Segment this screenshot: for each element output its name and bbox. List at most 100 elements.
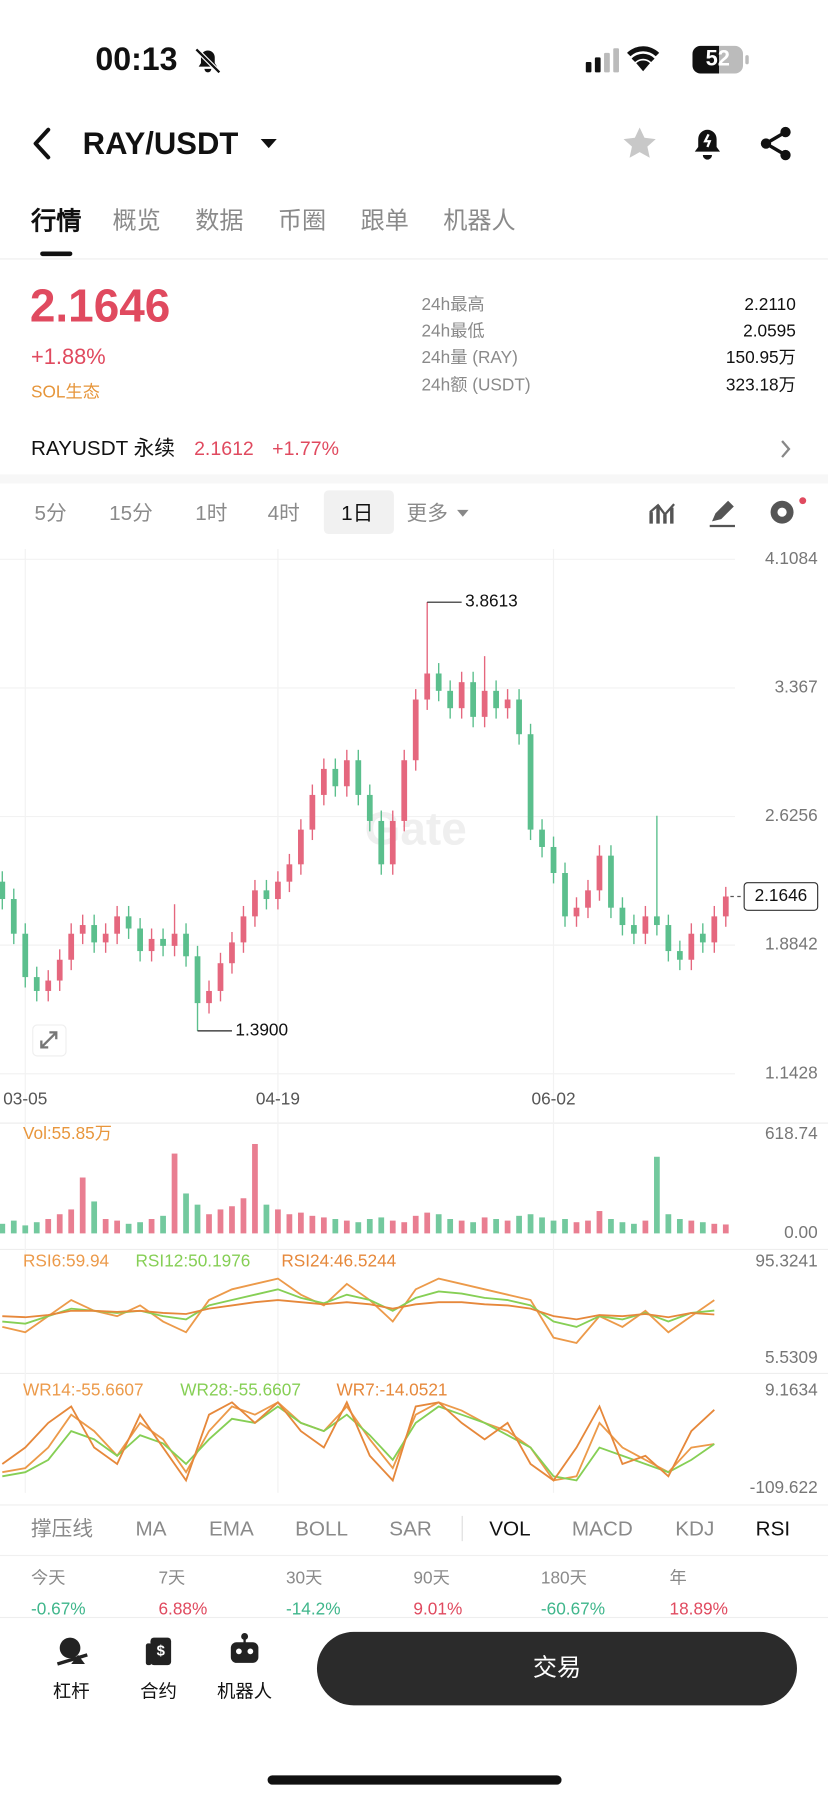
tab[interactable]: 数据 xyxy=(195,207,244,235)
tab-underline xyxy=(40,251,73,257)
candle-body xyxy=(114,916,121,934)
legend-entry: RSI12:50.1976 xyxy=(136,1251,251,1271)
indicator-tab[interactable]: BOLL xyxy=(295,1517,349,1541)
bottom-button[interactable]: 机器人 xyxy=(217,1682,273,1702)
candle-body xyxy=(183,933,189,957)
bot-icon[interactable] xyxy=(227,1632,261,1669)
volume-bar xyxy=(608,1219,614,1234)
volume-bar xyxy=(516,1215,522,1234)
candle-body xyxy=(631,925,637,934)
volume-bar xyxy=(56,1214,63,1234)
indicator-tab[interactable]: EMA xyxy=(209,1517,254,1541)
indicator-icon[interactable] xyxy=(648,498,678,528)
candle-body xyxy=(527,734,534,830)
time: 00:13 xyxy=(95,41,178,77)
candle-body xyxy=(217,963,224,991)
candle-body xyxy=(389,820,396,865)
candle-body xyxy=(470,682,477,717)
volume-bar xyxy=(493,1219,499,1234)
leverage-icon[interactable] xyxy=(55,1634,89,1668)
volume-bar xyxy=(183,1193,189,1234)
trade-button[interactable]: 交易 xyxy=(316,1631,797,1706)
pair-title[interactable]: RAY/USDT xyxy=(82,126,239,161)
share[interactable] xyxy=(759,125,793,162)
candle-body xyxy=(298,829,304,865)
volume-bar xyxy=(722,1224,729,1234)
legend-entry: RSI24:46.5244 xyxy=(281,1251,396,1271)
sector-tag[interactable]: SOL生态 xyxy=(31,382,100,402)
candle-body xyxy=(596,855,603,891)
indicator-tab[interactable]: MACD xyxy=(571,1517,633,1541)
interval[interactable]: 1时 xyxy=(195,501,228,525)
draw-icon[interactable] xyxy=(707,498,737,528)
interval[interactable]: 更多 xyxy=(406,501,448,525)
tab[interactable]: 币圈 xyxy=(277,207,327,235)
candle-body xyxy=(424,673,431,700)
tab[interactable]: 概览 xyxy=(112,207,161,235)
high-marker-label: 3.8613 xyxy=(465,591,518,611)
volume-bar xyxy=(412,1215,419,1234)
indicator-tab[interactable]: KDJ xyxy=(675,1517,715,1541)
volume-bar xyxy=(676,1219,683,1234)
bottom-button[interactable]: 杠杆 xyxy=(52,1682,90,1702)
interval[interactable]: 4时 xyxy=(267,501,300,525)
volume-bar xyxy=(699,1222,706,1234)
back-button[interactable] xyxy=(28,126,58,160)
volume-bar xyxy=(91,1201,98,1234)
interval[interactable]: 1日 xyxy=(341,501,374,525)
candle-body xyxy=(711,916,718,943)
last-price: 2.1646 xyxy=(29,281,171,332)
candle-body xyxy=(608,855,614,908)
candle-body xyxy=(619,907,626,926)
volume-bar xyxy=(562,1219,568,1234)
perf-period: 30天 xyxy=(285,1568,323,1589)
perf-change: -60.67% xyxy=(540,1599,606,1620)
pair-dropdown[interactable] xyxy=(260,137,278,151)
bottom-button[interactable]: 合约 xyxy=(140,1682,177,1702)
interval[interactable]: 15分 xyxy=(109,501,153,525)
indicator-line xyxy=(2,1288,715,1328)
perp-chevron[interactable] xyxy=(779,439,793,460)
volume-label: Vol:55.85万 xyxy=(23,1123,112,1143)
volume-bar xyxy=(286,1214,293,1234)
indicator-tab[interactable]: MA xyxy=(135,1517,167,1541)
legend-entry: WR14:-55.6607 xyxy=(23,1379,144,1399)
perf-change: -14.2% xyxy=(285,1599,341,1620)
tab[interactable]: 机器人 xyxy=(443,207,516,235)
volume-bar xyxy=(10,1220,17,1234)
indicator-tab[interactable]: 撑压线 xyxy=(31,1517,94,1541)
candle-body xyxy=(378,820,385,865)
legend-entry: WR7:-14.0521 xyxy=(336,1379,447,1399)
indicator-tab[interactable]: SAR xyxy=(389,1517,432,1541)
perf-period: 7天 xyxy=(158,1568,186,1589)
favorite-star[interactable] xyxy=(621,125,658,162)
divider xyxy=(0,1554,828,1557)
perp-name[interactable]: RAYUSDT 永续 xyxy=(31,436,175,460)
y-tick-label: 3.367 xyxy=(775,676,818,696)
volume-bar xyxy=(481,1217,488,1234)
perf-period: 年 xyxy=(669,1568,687,1589)
indicator-tab[interactable]: RSI xyxy=(755,1517,791,1541)
expand-button[interactable] xyxy=(32,1024,67,1057)
candle-body xyxy=(102,933,109,943)
tab[interactable]: 跟单 xyxy=(360,207,409,235)
candle-body xyxy=(539,829,545,847)
candle-body xyxy=(286,864,293,882)
tab[interactable]: 行情 xyxy=(31,206,82,236)
volume-bar xyxy=(137,1222,143,1234)
candle-body xyxy=(79,925,86,934)
candle-body xyxy=(435,673,442,691)
futures-icon[interactable]: $ xyxy=(142,1634,176,1668)
volume-bar xyxy=(688,1220,695,1234)
volume-bar xyxy=(619,1222,626,1234)
indicator-tab[interactable]: VOL xyxy=(489,1517,531,1541)
alert-bell[interactable] xyxy=(691,125,723,162)
y-tick-label: 618.74 xyxy=(765,1123,818,1143)
candle-body xyxy=(550,846,557,873)
indicator-line xyxy=(2,1299,715,1321)
candle-body xyxy=(125,916,132,929)
settings-icon[interactable] xyxy=(767,494,808,528)
volume-bar xyxy=(504,1220,511,1234)
interval[interactable]: 5分 xyxy=(34,501,67,525)
